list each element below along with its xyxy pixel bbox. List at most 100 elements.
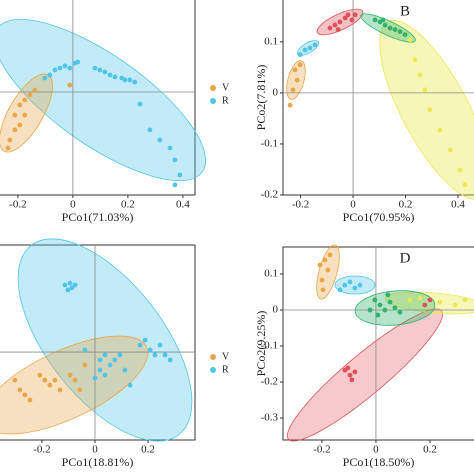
point [407,297,413,303]
point [57,387,63,393]
point [352,285,358,291]
point [67,280,73,286]
ellipse [0,18,206,182]
point [287,102,293,108]
point [382,307,388,313]
point [52,377,58,383]
panel-box [282,246,474,441]
point [27,397,33,403]
x-tick-label: -0.2 [313,444,330,456]
point [320,287,326,293]
x-tick-label: 0.2 [121,199,135,211]
point [65,287,71,293]
legend-label: V [222,82,230,93]
point [332,22,338,28]
point [102,69,108,75]
point [337,287,343,293]
point [22,392,28,398]
point [347,279,353,285]
point [167,357,173,363]
point [157,137,163,143]
point [319,277,325,283]
point [32,87,38,93]
point [302,47,308,53]
x-axis-label: PCo1(18.81%) [62,455,134,469]
x-tick-label: 0.2 [141,444,155,456]
point [345,12,351,18]
panel-box [0,244,196,441]
point [72,282,78,288]
point [82,347,88,353]
point [342,15,348,21]
y-tick-label: 0.1 [264,268,278,280]
point [112,74,118,80]
point [37,372,43,378]
point [347,372,353,378]
x-axis-label: PCo1(18.50%) [343,455,415,469]
point [397,29,403,35]
point [62,63,68,69]
x-tick-label: 0.4 [451,199,465,211]
point [294,77,300,83]
point [97,357,103,363]
point [102,372,108,378]
legend-label: V [222,351,230,362]
point [345,365,351,371]
x-tick-label: 0 [373,444,379,456]
point [47,382,53,388]
y-tick-label: 0 [273,86,279,98]
y-axis-label: PCo2(9.25%) [254,311,268,377]
point [327,25,333,31]
point [372,297,378,303]
point [349,377,355,383]
ellipse [334,275,376,295]
panel-box [282,0,474,196]
point [17,102,23,108]
point [107,362,113,368]
point [352,369,358,375]
point [82,362,88,368]
ellipse [17,238,193,442]
point [102,352,108,358]
point [27,92,33,98]
point [327,252,333,258]
point [422,87,428,93]
x-tick-label: -0.2 [33,444,50,456]
point [342,282,348,288]
point [152,352,158,358]
y-tick-label: -0.2 [261,189,278,201]
point [407,37,413,43]
point [382,22,388,28]
point [437,127,443,133]
point [357,282,363,288]
x-tick-label: 0.2 [399,199,413,211]
point [117,352,123,358]
point [147,347,153,353]
point [12,112,18,118]
point [337,19,343,25]
x-axis-label: PCo1(70.95%) [343,210,415,224]
point [387,299,393,305]
ellipse [286,308,444,442]
point [447,147,453,153]
point [392,27,398,33]
point [122,77,128,83]
point [375,312,381,318]
x-tick-label: 0 [92,444,98,456]
x-tick-label: -0.2 [9,199,26,211]
ellipse [379,19,474,201]
legend-marker [210,354,216,360]
point [17,122,23,128]
legend-label: R [222,364,229,375]
point [387,25,393,31]
point [377,302,383,308]
y-tick-label: 0.1 [264,35,278,47]
point [297,62,303,68]
legend-marker [210,98,216,104]
point [147,127,153,133]
point [92,375,98,381]
point [42,75,48,81]
point [372,17,378,23]
x-tick-label: 0 [350,199,356,211]
